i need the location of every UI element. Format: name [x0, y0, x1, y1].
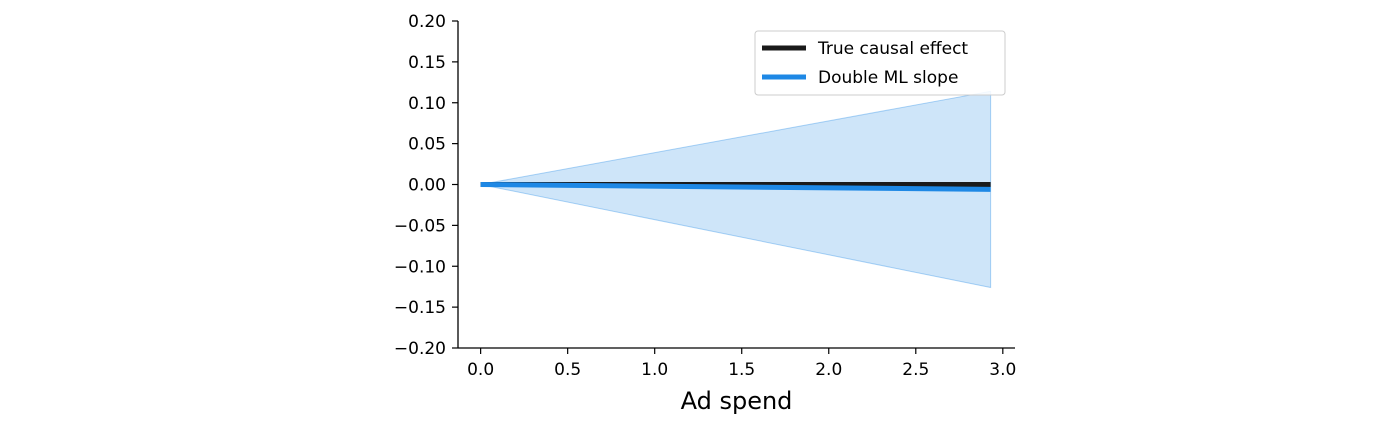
x-tick-label: 1.0	[641, 360, 668, 380]
legend-items: True causal effect Double ML slope	[762, 39, 968, 88]
y-tick-label: −0.05	[394, 216, 446, 236]
ticks: 0.20 0.15 0.10 0.05 0.00 −0.05 −0.10 −0.15 −0.20…	[394, 12, 1016, 380]
x-axis-label: Ad spend	[681, 387, 793, 415]
series-line-double-ml-slope	[480, 182, 991, 192]
y-tick-label: −0.10	[394, 257, 446, 277]
y-tick-label: 0.00	[408, 176, 446, 196]
legend-label: Double ML slope	[818, 68, 958, 88]
y-tick-label: −0.20	[394, 339, 446, 359]
y-tick-label: 0.15	[408, 53, 446, 73]
y-tick-label: −0.15	[394, 298, 446, 318]
y-tick-label: 0.05	[408, 135, 446, 155]
y-tick-label: 0.20	[408, 12, 446, 32]
x-tick-label: 2.0	[815, 360, 842, 380]
x-tick-label: 3.0	[989, 360, 1016, 380]
x-tick-label: 0.0	[467, 360, 494, 380]
y-tick-label: 0.10	[408, 94, 446, 114]
legend: True causal effect Double ML slope	[754, 30, 1006, 96]
x-tick-label: 1.5	[728, 360, 755, 380]
legend-box	[754, 30, 1006, 96]
x-tick-label: 2.5	[902, 360, 929, 380]
series-layer	[480, 182, 991, 192]
x-tick-label: 0.5	[554, 360, 581, 380]
legend-label: True causal effect	[817, 39, 968, 59]
